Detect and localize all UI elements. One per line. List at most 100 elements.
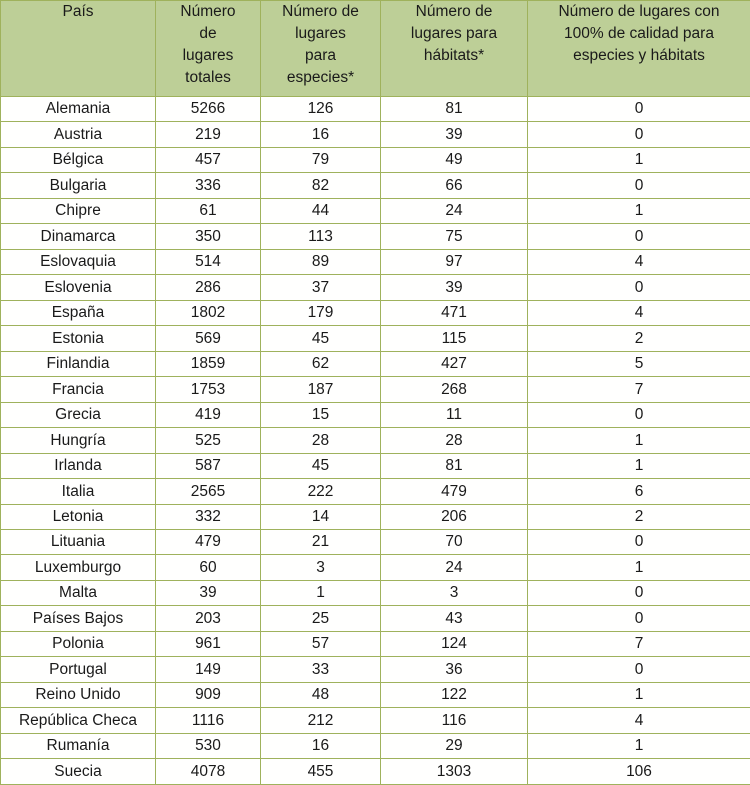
habitat-sites-cell: 49 <box>380 146 528 174</box>
total-sites-cell: 2565 <box>155 478 261 505</box>
table-row: Polonia 961 57 124 7 <box>0 630 750 658</box>
column-header-species-sites: Número de lugares para especies* <box>260 0 381 97</box>
habitat-sites-cell: 29 <box>380 732 528 760</box>
species-sites-cell: 33 <box>260 656 381 683</box>
habitat-sites-cell: 115 <box>380 325 528 352</box>
country-cell: Austria <box>0 121 156 148</box>
habitat-sites-cell: 36 <box>380 656 528 683</box>
habitat-sites-cell: 28 <box>380 427 528 454</box>
total-sites-cell: 60 <box>155 554 261 581</box>
species-sites-cell: 222 <box>260 478 381 505</box>
species-sites-cell: 113 <box>260 223 381 250</box>
table-row: Bélgica 457 79 49 1 <box>0 146 750 174</box>
species-sites-cell: 37 <box>260 274 381 301</box>
species-sites-cell: 212 <box>260 707 381 734</box>
table-row: Suecia 4078 455 1303 106 <box>0 758 750 785</box>
country-cell: Hungría <box>0 427 156 454</box>
table-row: Bulgaria 336 82 66 0 <box>0 172 750 199</box>
species-sites-cell: 45 <box>260 452 381 480</box>
species-sites-cell: 21 <box>260 528 381 556</box>
species-sites-cell: 79 <box>260 146 381 174</box>
table-row: Italia 2565 222 479 6 <box>0 478 750 505</box>
full-quality-cell: 2 <box>527 325 750 352</box>
table-row: Eslovaquia 514 89 97 4 <box>0 248 750 276</box>
table-row: Francia 1753 187 268 7 <box>0 376 750 403</box>
country-cell: Rumanía <box>0 732 156 760</box>
full-quality-cell: 0 <box>527 528 750 556</box>
total-sites-cell: 61 <box>155 197 261 225</box>
full-quality-cell: 1 <box>527 146 750 174</box>
species-sites-cell: 187 <box>260 376 381 403</box>
table-row: República Checa 1116 212 116 4 <box>0 707 750 734</box>
full-quality-cell: 1 <box>527 452 750 480</box>
species-sites-cell: 48 <box>260 681 381 709</box>
species-sites-cell: 15 <box>260 401 381 429</box>
habitat-sites-cell: 1303 <box>380 758 528 785</box>
species-sites-cell: 28 <box>260 427 381 454</box>
table-row: Hungría 525 28 28 1 <box>0 427 750 454</box>
total-sites-cell: 203 <box>155 605 261 632</box>
table-row: Países Bajos 203 25 43 0 <box>0 605 750 632</box>
full-quality-cell: 1 <box>527 427 750 454</box>
habitat-sites-cell: 81 <box>380 95 528 123</box>
species-sites-cell: 14 <box>260 503 381 530</box>
habitat-sites-cell: 427 <box>380 350 528 378</box>
country-cell: República Checa <box>0 707 156 734</box>
total-sites-cell: 909 <box>155 681 261 709</box>
total-sites-cell: 961 <box>155 630 261 658</box>
species-sites-cell: 45 <box>260 325 381 352</box>
full-quality-cell: 0 <box>527 656 750 683</box>
habitat-sites-cell: 39 <box>380 274 528 301</box>
full-quality-cell: 7 <box>527 630 750 658</box>
total-sites-cell: 336 <box>155 172 261 199</box>
total-sites-cell: 419 <box>155 401 261 429</box>
country-cell: Reino Unido <box>0 681 156 709</box>
species-sites-cell: 1 <box>260 579 381 607</box>
total-sites-cell: 569 <box>155 325 261 352</box>
habitat-sites-cell: 39 <box>380 121 528 148</box>
full-quality-cell: 2 <box>527 503 750 530</box>
full-quality-cell: 1 <box>527 197 750 225</box>
full-quality-cell: 0 <box>527 223 750 250</box>
habitat-sites-cell: 66 <box>380 172 528 199</box>
table-row: Estonia 569 45 115 2 <box>0 325 750 352</box>
species-sites-cell: 82 <box>260 172 381 199</box>
country-cell: Luxemburgo <box>0 554 156 581</box>
country-cell: Finlandia <box>0 350 156 378</box>
table-row: Portugal 149 33 36 0 <box>0 656 750 683</box>
habitat-sites-cell: 75 <box>380 223 528 250</box>
total-sites-cell: 1802 <box>155 299 261 327</box>
table-body: Alemania 5266 126 81 0 Austria 219 16 39… <box>0 95 750 785</box>
column-header-country: País <box>0 0 156 97</box>
table-row: Luxemburgo 60 3 24 1 <box>0 554 750 581</box>
country-cell: Estonia <box>0 325 156 352</box>
species-sites-cell: 179 <box>260 299 381 327</box>
country-cell: Portugal <box>0 656 156 683</box>
table-row: Grecia 419 15 11 0 <box>0 401 750 429</box>
full-quality-cell: 4 <box>527 707 750 734</box>
full-quality-cell: 1 <box>527 732 750 760</box>
habitat-sites-cell: 97 <box>380 248 528 276</box>
country-cell: Bulgaria <box>0 172 156 199</box>
habitat-sites-cell: 43 <box>380 605 528 632</box>
species-sites-cell: 16 <box>260 732 381 760</box>
total-sites-cell: 587 <box>155 452 261 480</box>
species-sites-cell: 3 <box>260 554 381 581</box>
habitat-sites-cell: 81 <box>380 452 528 480</box>
total-sites-cell: 286 <box>155 274 261 301</box>
habitat-sites-cell: 122 <box>380 681 528 709</box>
country-cell: Irlanda <box>0 452 156 480</box>
full-quality-cell: 4 <box>527 299 750 327</box>
total-sites-cell: 39 <box>155 579 261 607</box>
species-sites-cell: 44 <box>260 197 381 225</box>
total-sites-cell: 530 <box>155 732 261 760</box>
column-header-full-quality-sites: Número de lugares con 100% de calidad pa… <box>527 0 750 97</box>
total-sites-cell: 350 <box>155 223 261 250</box>
habitat-sites-cell: 471 <box>380 299 528 327</box>
full-quality-cell: 5 <box>527 350 750 378</box>
full-quality-cell: 0 <box>527 172 750 199</box>
country-cell: Letonia <box>0 503 156 530</box>
habitat-sites-cell: 124 <box>380 630 528 658</box>
full-quality-cell: 1 <box>527 554 750 581</box>
total-sites-cell: 5266 <box>155 95 261 123</box>
